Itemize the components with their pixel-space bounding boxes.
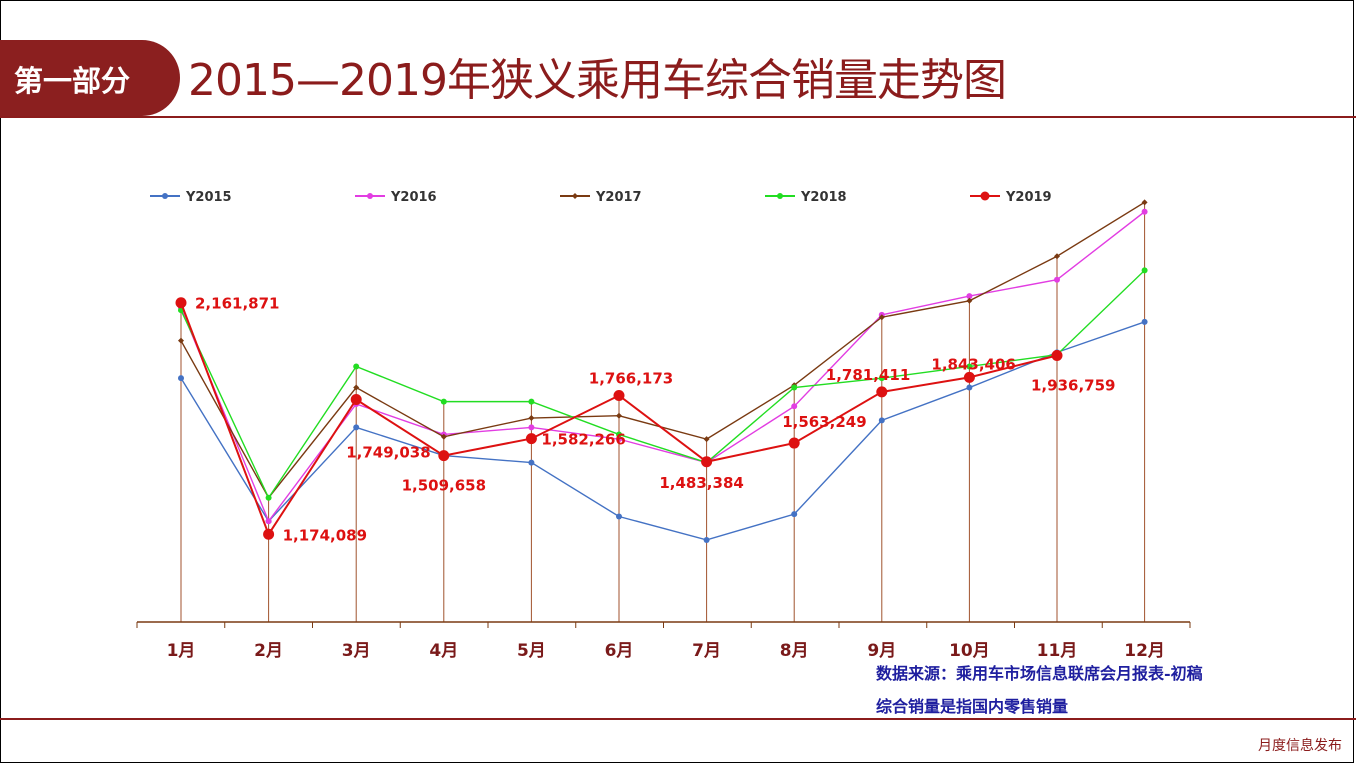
legend-marker [572, 193, 578, 199]
data-point-y2017 [616, 412, 622, 419]
legend-label-y2019: Y2019 [1005, 190, 1052, 205]
data-point-y2015 [353, 424, 360, 431]
data-point-y2018 [528, 398, 535, 405]
data-point-y2015 [178, 375, 184, 382]
data-point-y2018 [791, 384, 798, 391]
data-point-y2015 [878, 417, 885, 424]
data-point-y2016 [265, 518, 272, 525]
data-point-y2019 [1051, 349, 1063, 361]
data-point-y2017 [878, 314, 885, 321]
data-point-y2018 [966, 363, 973, 370]
data-point-y2018 [1141, 267, 1148, 274]
series-line-y2018 [180, 269, 1146, 500]
x-tick-label: 3月 [342, 641, 371, 661]
legend-label-y2016: Y2016 [390, 190, 437, 205]
x-tick-label: 12月 [1124, 641, 1165, 661]
data-point-y2018 [265, 494, 272, 501]
data-label-y2019: 1,843,406 [931, 355, 1015, 373]
data-point-y2017 [528, 415, 535, 422]
header-divider [0, 116, 1356, 118]
legend-label-y2015: Y2015 [185, 190, 232, 205]
data-point-y2019 [525, 433, 537, 445]
x-tick-label: 2月 [254, 641, 283, 661]
footer-divider [0, 718, 1356, 720]
legend-marker [367, 193, 373, 199]
data-point-y2016 [616, 436, 622, 443]
legend-label-y2018: Y2018 [800, 190, 847, 205]
data-point-y2017 [966, 297, 973, 304]
data-point-y2016 [528, 424, 535, 431]
data-point-y2019 [175, 297, 187, 309]
data-point-y2017 [1141, 199, 1148, 206]
data-point-y2019 [788, 437, 800, 449]
data-point-y2017 [178, 337, 184, 344]
data-point-y2015 [1141, 318, 1148, 325]
x-tick-label: 7月 [692, 641, 721, 661]
data-point-y2019 [350, 394, 362, 406]
legend-marker [162, 193, 168, 199]
data-label-y2019: 1,936,759 [1031, 376, 1115, 394]
series-line-y2017 [180, 201, 1145, 499]
data-label-y2019: 2,161,871 [195, 295, 279, 313]
data-point-y2019 [438, 450, 450, 462]
section-tab: 第一部分 [0, 40, 180, 116]
footer-label: 月度信息发布 [1258, 738, 1342, 754]
data-point-y2019 [876, 386, 888, 398]
data-point-y2015 [703, 536, 710, 543]
data-point-y2015 [616, 513, 622, 520]
slide-title: 2015—2019年狭义乘用车综合销量走势图 [188, 55, 1007, 106]
data-point-y2016 [966, 293, 973, 300]
data-label-y2019: 1,174,089 [283, 526, 367, 544]
data-point-y2018 [616, 431, 622, 438]
data-point-y2018 [440, 398, 447, 405]
data-label-y2019: 1,582,266 [541, 431, 625, 449]
legend-marker [777, 193, 783, 199]
legend-label-y2017: Y2017 [595, 190, 642, 205]
x-tick-label: 4月 [429, 641, 458, 661]
source-note: 数据来源：乘用车市场信息联席会月报表-初稿 [876, 664, 1203, 683]
data-point-y2016 [791, 403, 798, 410]
x-tick-label: 10月 [949, 641, 990, 661]
section-label: 第一部分 [14, 64, 131, 98]
data-label-y2019: 1,563,249 [782, 413, 866, 431]
data-point-y2018 [353, 363, 360, 370]
data-label-y2019: 1,749,038 [346, 444, 430, 462]
data-point-y2019 [263, 528, 275, 540]
data-point-y2018 [878, 375, 885, 382]
x-tick-label: 11月 [1037, 641, 1078, 661]
data-label-y2019: 1,483,384 [659, 474, 743, 492]
data-point-y2015 [791, 511, 798, 518]
data-point-y2016 [1141, 208, 1148, 215]
data-label-y2019: 1,766,173 [589, 369, 673, 387]
legend-marker [980, 191, 990, 201]
definition-note: 综合销量是指国内零售销量 [876, 697, 1069, 716]
data-label-y2019: 1,509,658 [402, 477, 486, 495]
data-point-y2019 [963, 371, 975, 383]
data-point-y2016 [1054, 276, 1060, 283]
data-point-y2019 [701, 456, 713, 468]
data-point-y2015 [528, 459, 535, 466]
x-tick-label: 8月 [780, 641, 809, 661]
x-tick-label: 5月 [517, 641, 546, 661]
x-tick-label: 9月 [867, 641, 896, 661]
data-label-y2019: 1,781,411 [826, 366, 910, 384]
series-line-y2015 [180, 321, 1145, 541]
data-point-y2017 [1054, 253, 1060, 260]
data-point-y2017 [353, 384, 360, 391]
data-point-y2015 [966, 384, 973, 391]
data-point-y2017 [703, 436, 710, 443]
data-point-y2019 [613, 389, 625, 401]
data-point-y2017 [440, 433, 447, 440]
x-tick-label: 1月 [167, 641, 196, 661]
x-tick-label: 6月 [605, 641, 634, 661]
